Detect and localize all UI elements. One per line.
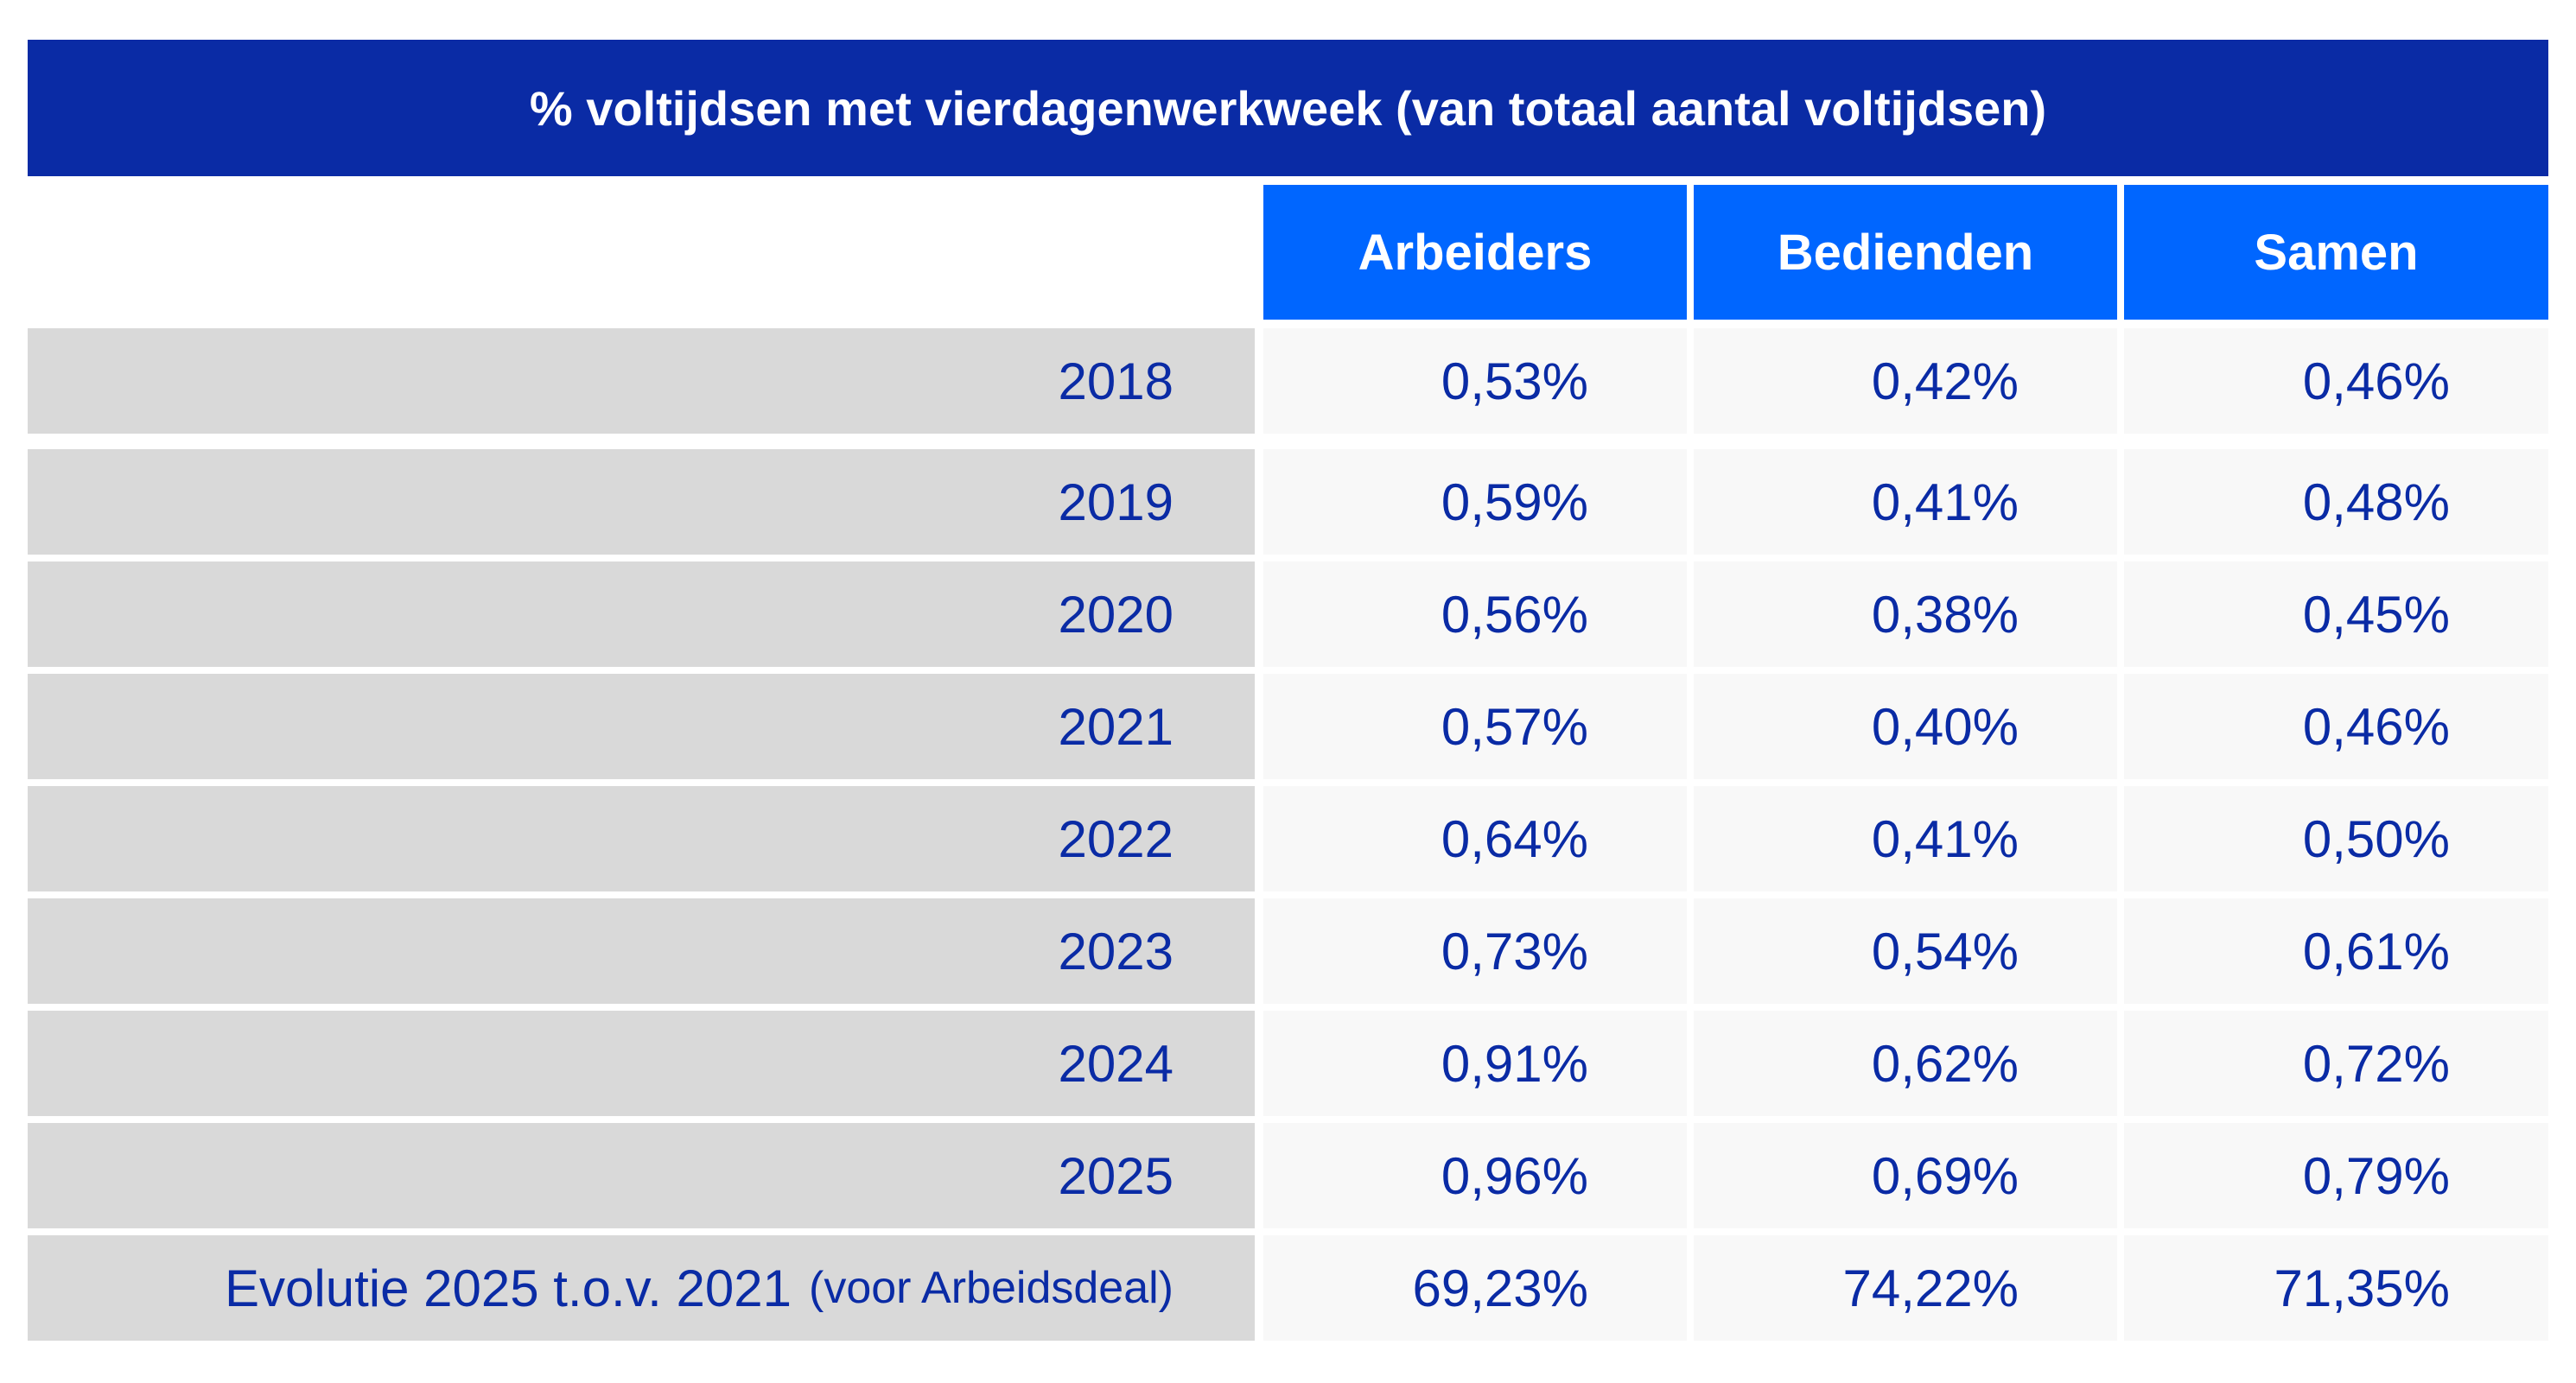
row-label: 2020 <box>28 561 1255 667</box>
table-cell: 69,23% <box>1263 1235 1687 1341</box>
row-label-text: Evolutie 2025 t.o.v. 2021 <box>224 1259 792 1317</box>
table-cell: 74,22% <box>1694 1235 2117 1341</box>
table-cell: 0,56% <box>1263 561 1687 667</box>
row-label-text: 2021 <box>1058 697 1174 756</box>
row-label: 2021 <box>28 674 1255 779</box>
row-label-text: 2018 <box>1058 352 1174 410</box>
table-cell: 0,46% <box>2124 328 2548 434</box>
table-cell: 0,69% <box>1694 1123 2117 1228</box>
table-cell: 0,54% <box>1694 898 2117 1004</box>
row-label: 2025 <box>28 1123 1255 1228</box>
table-cell: 0,59% <box>1263 449 1687 555</box>
table-cell: 0,73% <box>1263 898 1687 1004</box>
table-cell: 0,91% <box>1263 1011 1687 1116</box>
table-cell: 71,35% <box>2124 1235 2548 1341</box>
table-cell: 0,41% <box>1694 786 2117 891</box>
table-cell: 0,61% <box>2124 898 2548 1004</box>
row-label: 2018 <box>28 328 1255 434</box>
column-header-bedienden: Bedienden <box>1694 185 2117 320</box>
table-cell: 0,45% <box>2124 561 2548 667</box>
table-cell: 0,38% <box>1694 561 2117 667</box>
table-cell: 0,62% <box>1694 1011 2117 1116</box>
table-cell: 0,41% <box>1694 449 2117 555</box>
table-cell: 0,53% <box>1263 328 1687 434</box>
row-label-text: 2019 <box>1058 473 1174 531</box>
table-cell: 0,46% <box>2124 674 2548 779</box>
table-cell: 0,96% <box>1263 1123 1687 1228</box>
table-cell: 0,57% <box>1263 674 1687 779</box>
row-label-note: (voor Arbeidsdeal) <box>809 1263 1174 1313</box>
table-cell: 0,48% <box>2124 449 2548 555</box>
row-label-text: 2024 <box>1058 1034 1174 1093</box>
table-cell: 0,40% <box>1694 674 2117 779</box>
table-cell: 0,42% <box>1694 328 2117 434</box>
column-header-samen: Samen <box>2124 185 2548 320</box>
table-cell: 0,79% <box>2124 1123 2548 1228</box>
row-label-text: 2020 <box>1058 585 1174 644</box>
table-cell: 0,50% <box>2124 786 2548 891</box>
column-header-arbeiders: Arbeiders <box>1263 185 1687 320</box>
row-label: 2022 <box>28 786 1255 891</box>
row-label-text: 2023 <box>1058 922 1174 980</box>
table-title: % voltijdsen met vierdagenwerkweek (van … <box>28 40 2548 176</box>
row-label-text: 2025 <box>1058 1146 1174 1205</box>
row-label: Evolutie 2025 t.o.v. 2021 (voor Arbeidsde… <box>28 1235 1255 1341</box>
row-label: 2023 <box>28 898 1255 1004</box>
table-cell: 0,64% <box>1263 786 1687 891</box>
row-label-text: 2022 <box>1058 809 1174 868</box>
table-cell: 0,72% <box>2124 1011 2548 1116</box>
row-label: 2024 <box>28 1011 1255 1116</box>
row-label: 2019 <box>28 449 1255 555</box>
